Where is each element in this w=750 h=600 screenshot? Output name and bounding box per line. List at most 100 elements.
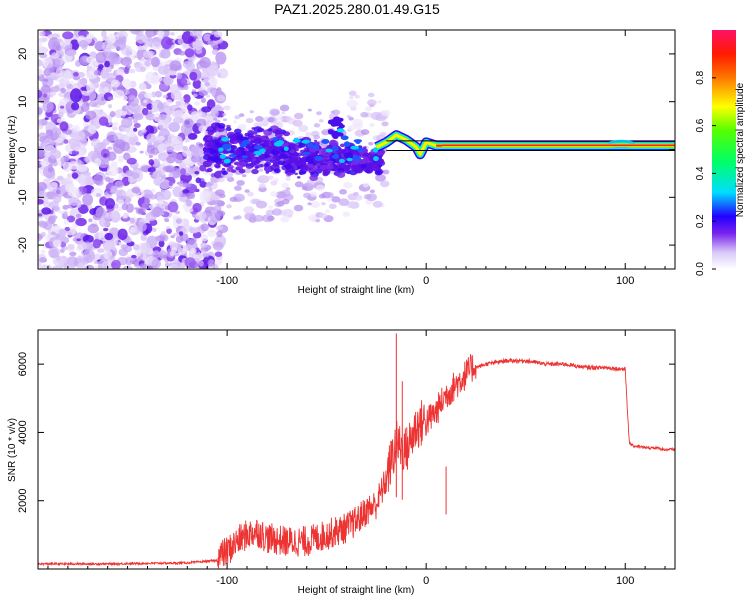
spectral-noise-blob [178, 50, 186, 56]
spectral-halo-blob [366, 193, 378, 202]
spectral-noise-blob [52, 194, 62, 204]
spectral-noise-blob [146, 133, 156, 144]
spectral-signal-blob [260, 135, 267, 141]
spectral-noise-blob [87, 125, 97, 135]
spectral-noise-blob [212, 241, 224, 251]
spectral-signal-blob [363, 152, 370, 158]
spectral-halo-blob [238, 113, 245, 118]
spectral-noise-blob [141, 129, 147, 133]
spectral-signal-blob [368, 153, 373, 156]
spectral-noise-blob [145, 30, 157, 38]
spectral-noise-blob [195, 177, 202, 184]
spectral-noise-blob [174, 210, 181, 215]
spectral-noise-blob [51, 215, 58, 220]
spectral-halo-blob [216, 199, 221, 203]
spectral-peak-spot [372, 147, 379, 153]
spectral-noise-blob [89, 99, 99, 108]
spectral-signal-blob [336, 171, 346, 178]
spectral-noise-blob [104, 60, 110, 68]
spectral-signal-blob [247, 130, 255, 136]
spectral-noise-blob [143, 193, 151, 200]
spectral-noise-blob [211, 48, 219, 56]
spectral-noise-blob [148, 194, 157, 200]
spectrogram-y-ticks: 20 10 0 -10 -20 [17, 48, 675, 253]
spectral-noise-blob [67, 243, 75, 251]
spectral-noise-blob [180, 78, 188, 86]
spectral-halo-blob [294, 181, 304, 188]
spectral-noise-blob [157, 65, 170, 75]
spectral-halo-blob [262, 123, 268, 127]
spectral-noise-blob [67, 189, 80, 197]
spectral-halo-blob [319, 212, 328, 219]
spectral-noise-blob [38, 132, 47, 139]
spectral-noise-blob [106, 131, 117, 142]
spectral-halo-blob [267, 175, 274, 180]
spectral-signal-blob [232, 149, 242, 156]
spectral-noise-blob [133, 119, 138, 124]
spectral-peak-spot [346, 157, 353, 162]
spectral-signal-blob [278, 160, 286, 166]
spectral-signal-blob [286, 172, 292, 176]
spectral-peak-spot [259, 148, 266, 153]
spectral-peak-spot [307, 142, 314, 148]
spectral-signal-blob [326, 157, 331, 160]
spectral-halo-blob [270, 180, 278, 186]
spectral-noise-blob [111, 209, 120, 218]
spectral-halo-blob [243, 168, 252, 174]
spectral-noise-blob [69, 251, 77, 257]
y-tick-label: 4000 [17, 420, 29, 444]
spectral-noise-blob [93, 69, 101, 76]
spectral-halo-blob [313, 134, 321, 140]
spectral-noise-blob [150, 56, 160, 68]
spectral-noise-blob [106, 66, 113, 73]
spectral-signal-blob [254, 166, 259, 169]
spectral-noise-blob [208, 77, 218, 87]
spectral-noise-blob [166, 155, 176, 164]
spectral-signal-blob [228, 134, 234, 138]
spectral-noise-blob [92, 265, 99, 269]
spectral-noise-blob [216, 230, 223, 238]
spectral-noise-blob [131, 254, 137, 259]
spectral-noise-blob [38, 199, 44, 205]
spectral-noise-blob [192, 79, 202, 89]
spectral-noise-blob [87, 65, 92, 71]
spectral-noise-blob [178, 231, 184, 236]
spectral-noise-blob [169, 60, 182, 72]
spectral-halo-blob [233, 120, 238, 124]
spectral-peak-spot [352, 155, 362, 162]
spectral-noise-blob [59, 121, 69, 132]
spectral-noise-blob [164, 262, 171, 268]
spectral-noise-blob [103, 241, 113, 250]
spectral-noise-blob [148, 159, 155, 166]
spectral-noise-blob [186, 191, 196, 200]
spectral-halo-blob [234, 115, 241, 120]
spectral-noise-blob [38, 262, 42, 268]
spectral-noise-blob [161, 36, 173, 50]
spectral-signal-blob [327, 160, 334, 165]
spectral-halo-blob [349, 96, 354, 100]
spectral-noise-blob [56, 38, 62, 43]
spectral-signal-blob [301, 157, 307, 161]
spectral-noise-blob [190, 111, 200, 121]
spectral-signal-blob [272, 161, 280, 167]
spectral-noise-blob [49, 91, 57, 96]
spectral-halo-blob [298, 125, 309, 133]
spectral-halo-blob [346, 99, 359, 108]
spectral-peak-spot [338, 158, 345, 163]
spectral-noise-blob [133, 127, 138, 132]
spectral-peak-spot [292, 139, 301, 143]
spectral-noise-blob [116, 68, 124, 76]
spectral-noise-blob [164, 77, 172, 86]
spectral-signal-blob [273, 168, 281, 174]
spectral-noise-blob [50, 181, 58, 190]
spectral-halo-blob [325, 209, 330, 213]
spectral-noise-blob [122, 95, 128, 101]
spectral-noise-blob [176, 72, 183, 80]
y-tick-label: -20 [17, 237, 29, 253]
spectral-signal-blob [210, 148, 214, 151]
spectral-noise-blob [47, 166, 54, 173]
spectral-noise-blob [108, 255, 116, 261]
spectral-noise-blob [200, 242, 207, 249]
spectral-halo-blob [251, 198, 260, 205]
spectral-noise-blob [51, 265, 64, 269]
